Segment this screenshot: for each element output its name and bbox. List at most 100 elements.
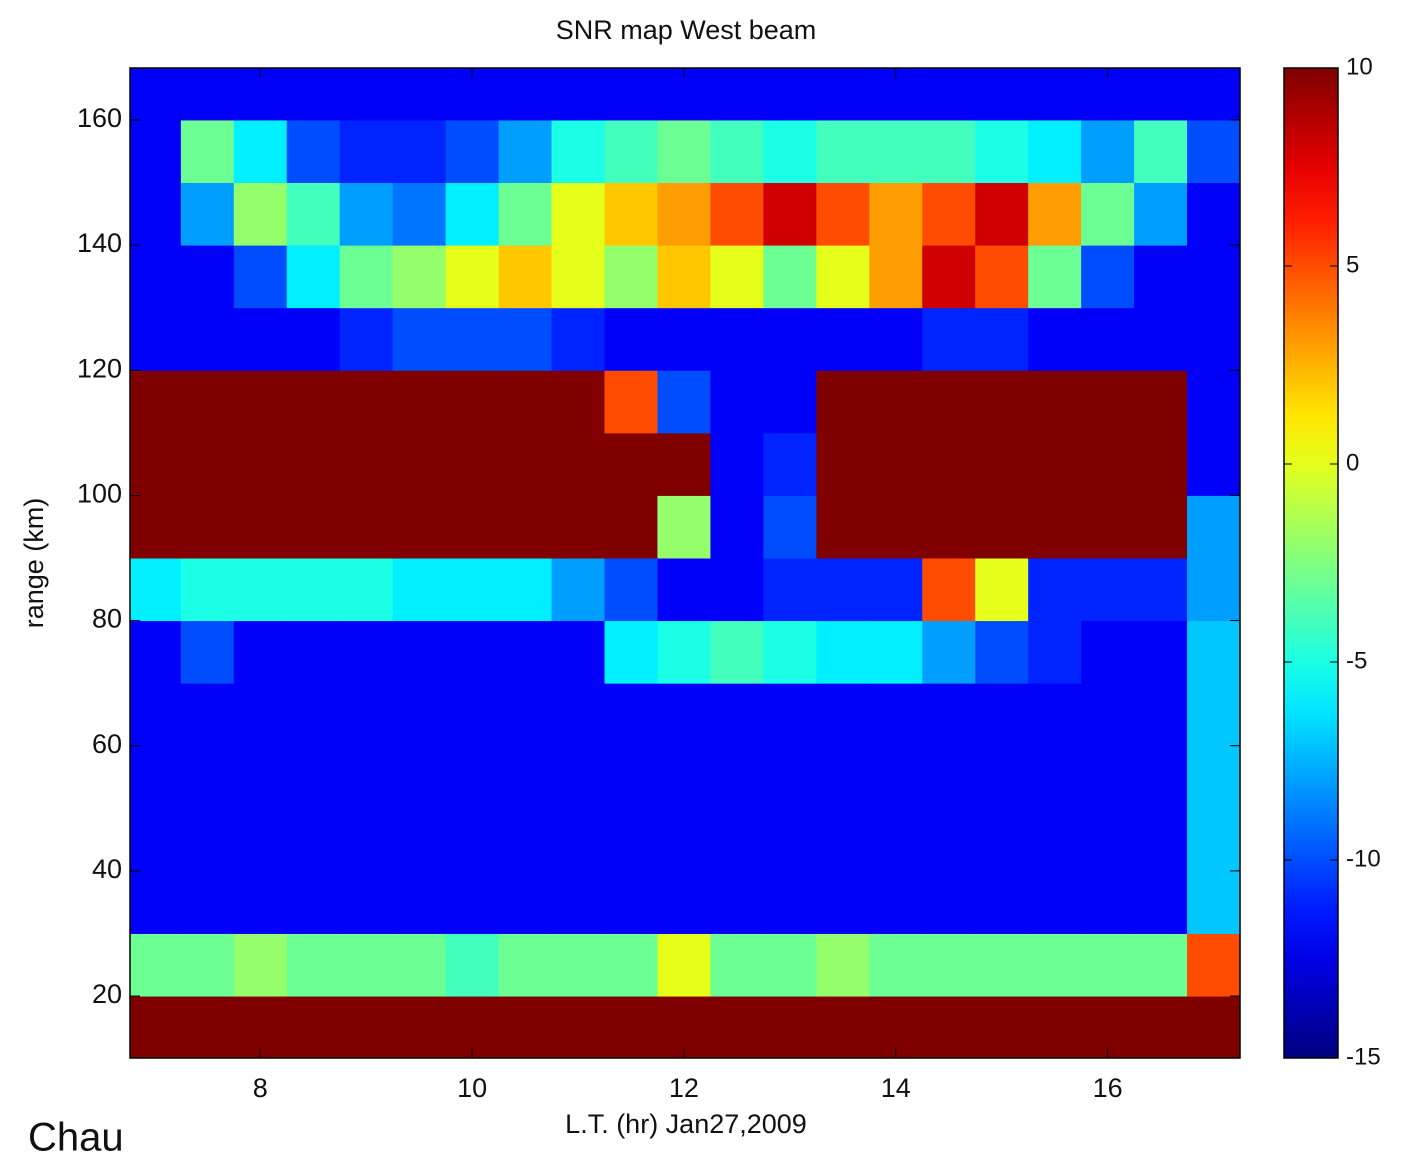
heatmap-cell <box>130 745 182 809</box>
heatmap-cell <box>392 996 447 1058</box>
heatmap-cell <box>1187 432 1240 496</box>
heatmap-cell <box>1187 870 1240 934</box>
heatmap-cell <box>975 808 1029 872</box>
heatmap-cell <box>445 68 500 121</box>
heatmap-cell <box>763 683 817 747</box>
heatmap-cell <box>869 495 923 559</box>
y-axis-label: range (km) <box>19 498 49 629</box>
heatmap-cell <box>657 182 711 246</box>
heatmap-cell <box>233 182 288 246</box>
heatmap-cell <box>1081 557 1135 622</box>
heatmap-cell <box>1134 557 1188 622</box>
heatmap-cell <box>975 996 1029 1058</box>
heatmap-cell <box>498 432 553 496</box>
heatmap-cell <box>180 808 235 872</box>
heatmap-cell <box>233 870 288 934</box>
heatmap-cell <box>922 432 976 496</box>
heatmap-cell <box>233 620 288 684</box>
heatmap-cell <box>551 620 606 684</box>
heatmap-cell <box>339 68 394 121</box>
heatmap-cell <box>286 933 341 997</box>
heatmap-cell <box>551 870 606 934</box>
heatmap-cell <box>869 370 923 434</box>
heatmap-cell <box>551 432 606 496</box>
heatmap-cell <box>763 370 817 434</box>
heatmap-cell <box>922 933 976 997</box>
heatmap-cell <box>233 245 288 309</box>
heatmap-cell <box>551 808 606 872</box>
heatmap-cell <box>498 307 553 371</box>
heatmap-cell <box>1081 307 1135 371</box>
heatmap-cell <box>710 245 764 309</box>
heatmap-cell <box>233 495 288 559</box>
heatmap-cell <box>1134 432 1188 496</box>
heatmap-cell <box>1187 370 1240 434</box>
heatmap-cell <box>604 432 658 496</box>
heatmap-cell <box>816 808 870 872</box>
heatmap-cell <box>869 68 923 121</box>
heatmap-cell <box>869 182 923 246</box>
heatmap-cell <box>657 495 711 559</box>
heatmap-cell <box>922 68 976 121</box>
heatmap-cell <box>604 370 658 434</box>
heatmap-cell <box>869 620 923 684</box>
heatmap-cell <box>498 495 553 559</box>
heatmap-cell <box>1028 370 1082 434</box>
heatmap-cell <box>180 620 235 684</box>
heatmap-cell <box>130 68 182 121</box>
heatmap-cell <box>1028 182 1082 246</box>
heatmap-cell <box>975 182 1029 246</box>
heatmap-cell <box>1081 245 1135 309</box>
heatmap-cell <box>445 119 500 184</box>
heatmap-cell <box>869 808 923 872</box>
heatmap-cell <box>604 119 658 184</box>
heatmap-cell <box>392 432 447 496</box>
heatmap-cell <box>445 933 500 997</box>
heatmap-cell <box>339 745 394 809</box>
colorbar-tick-label: -5 <box>1346 647 1367 674</box>
heatmap-cell <box>1028 683 1082 747</box>
heatmap-cell <box>657 996 711 1058</box>
heatmap-cell <box>710 808 764 872</box>
heatmap-cell <box>1187 495 1240 559</box>
heatmap-cell <box>392 68 447 121</box>
heatmap-cell <box>816 245 870 309</box>
heatmap-cell <box>1081 808 1135 872</box>
heatmap-cell <box>130 245 182 309</box>
heatmap-cell <box>922 245 976 309</box>
heatmap-cell <box>498 370 553 434</box>
heatmap-cell <box>180 68 235 121</box>
heatmap-cell <box>1028 307 1082 371</box>
heatmap-cell <box>604 620 658 684</box>
heatmap-cell <box>286 119 341 184</box>
heatmap-cell <box>975 432 1029 496</box>
heatmap-cell <box>869 307 923 371</box>
heatmap-cell <box>1187 745 1240 809</box>
heatmap-cell <box>1187 119 1240 184</box>
heatmap-cell <box>710 745 764 809</box>
heatmap-cell <box>392 495 447 559</box>
heatmap-cell <box>975 933 1029 997</box>
heatmap-cell <box>710 683 764 747</box>
heatmap-cell <box>392 683 447 747</box>
heatmap-cell <box>816 495 870 559</box>
heatmap-cell <box>1134 307 1188 371</box>
heatmap-cell <box>710 119 764 184</box>
heatmap-cell <box>975 245 1029 309</box>
heatmap-cell <box>130 620 182 684</box>
heatmap-cell <box>763 870 817 934</box>
heatmap-cell <box>1187 245 1240 309</box>
heatmap-cell <box>130 307 182 371</box>
heatmap-cell <box>1081 870 1135 934</box>
heatmap-cell <box>1134 119 1188 184</box>
heatmap-cell <box>498 182 553 246</box>
heatmap-cell <box>1187 996 1240 1058</box>
heatmap-cell <box>498 870 553 934</box>
heatmap-cell <box>551 557 606 622</box>
heatmap-cell <box>710 432 764 496</box>
heatmap-cell <box>392 620 447 684</box>
x-tick-label: 10 <box>457 1073 487 1103</box>
heatmap-cell <box>1187 808 1240 872</box>
heatmap-cell <box>816 996 870 1058</box>
heatmap-cell <box>1134 870 1188 934</box>
